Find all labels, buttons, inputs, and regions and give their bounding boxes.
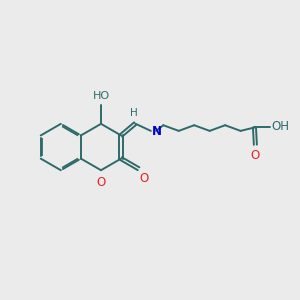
Text: HO: HO xyxy=(92,91,110,101)
Text: N: N xyxy=(152,125,162,138)
Text: O: O xyxy=(251,148,260,162)
Text: H: H xyxy=(130,108,138,118)
Text: O: O xyxy=(96,176,106,189)
Text: O: O xyxy=(140,172,149,185)
Text: OH: OH xyxy=(272,120,290,134)
